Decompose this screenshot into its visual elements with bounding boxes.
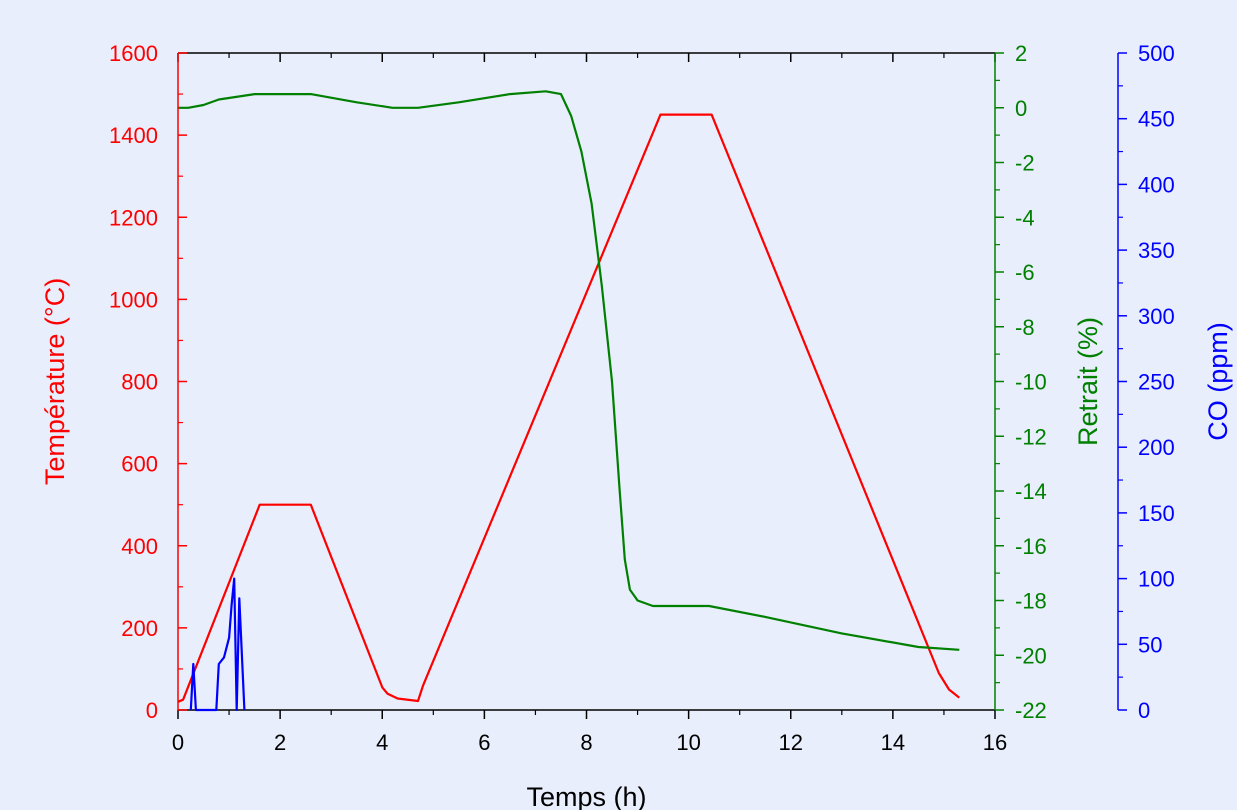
co-series-line [189, 577, 246, 712]
x-tick-label: 14 [881, 730, 905, 755]
retrait-tick-label: -4 [1015, 205, 1035, 230]
retrait-axis-title: Retrait (%) [1073, 317, 1103, 446]
temperature-axis-title: Température (°C) [40, 278, 70, 485]
x-tick-label: 6 [478, 730, 490, 755]
temperature-tick-label: 800 [121, 370, 158, 395]
temperature-series-line [177, 113, 960, 703]
x-tick-label: 16 [983, 730, 1007, 755]
retrait-tick-label: -14 [1015, 479, 1047, 504]
x-tick-label: 0 [172, 730, 184, 755]
co-tick-label: 500 [1138, 41, 1175, 66]
temperature-tick-label: 1200 [109, 205, 158, 230]
co-tick-label: 250 [1138, 370, 1175, 395]
temperature-tick-label: 1000 [109, 287, 158, 312]
retrait-tick-label: -18 [1015, 589, 1047, 614]
retrait-tick-label: -8 [1015, 315, 1035, 340]
retrait-tick-label: -12 [1015, 424, 1047, 449]
temperature-tick-label: 1600 [109, 41, 158, 66]
co-tick-label: 400 [1138, 172, 1175, 197]
retrait-tick-label: -16 [1015, 534, 1047, 559]
retrait-tick-label: -6 [1015, 260, 1035, 285]
x-tick-label: 10 [676, 730, 700, 755]
retrait-tick-label: 0 [1015, 96, 1027, 121]
retrait-series-line [178, 90, 960, 651]
temperature-tick-label: 1400 [109, 123, 158, 148]
co-tick-label: 150 [1138, 501, 1175, 526]
retrait-tick-label: 2 [1015, 41, 1027, 66]
temperature-tick-label: 0 [146, 698, 158, 723]
retrait-tick-label: -22 [1015, 698, 1047, 723]
x-tick-label: 12 [779, 730, 803, 755]
x-axis-title: Temps (h) [526, 782, 646, 810]
co-tick-label: 450 [1138, 107, 1175, 132]
x-tick-label: 4 [376, 730, 388, 755]
co-tick-label: 100 [1138, 567, 1175, 592]
x-tick-label: 2 [274, 730, 286, 755]
retrait-tick-label: -20 [1015, 643, 1047, 668]
retrait-tick-label: -2 [1015, 151, 1035, 176]
temperature-tick-label: 200 [121, 616, 158, 641]
x-tick-label: 8 [580, 730, 592, 755]
co-axis-title: CO (ppm) [1203, 322, 1233, 441]
temperature-tick-label: 600 [121, 452, 158, 477]
co-tick-label: 200 [1138, 435, 1175, 460]
temperature-tick-label: 400 [121, 534, 158, 559]
co-tick-label: 350 [1138, 238, 1175, 263]
retrait-tick-label: -10 [1015, 370, 1047, 395]
co-tick-label: 300 [1138, 304, 1175, 329]
co-tick-label: 50 [1138, 632, 1162, 657]
co-tick-label: 0 [1138, 698, 1150, 723]
